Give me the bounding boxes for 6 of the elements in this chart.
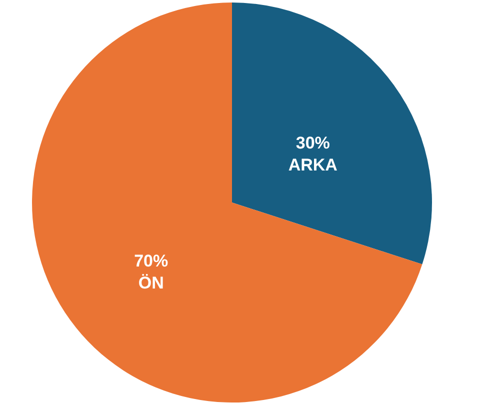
pie-slice: [32, 2, 422, 402]
data-label: 30%: [296, 134, 330, 153]
pie-slice: [232, 2, 432, 264]
data-label: 70%: [134, 251, 168, 270]
slice-label: ÖN: [138, 273, 164, 292]
slice-label: ARKA: [288, 156, 338, 175]
